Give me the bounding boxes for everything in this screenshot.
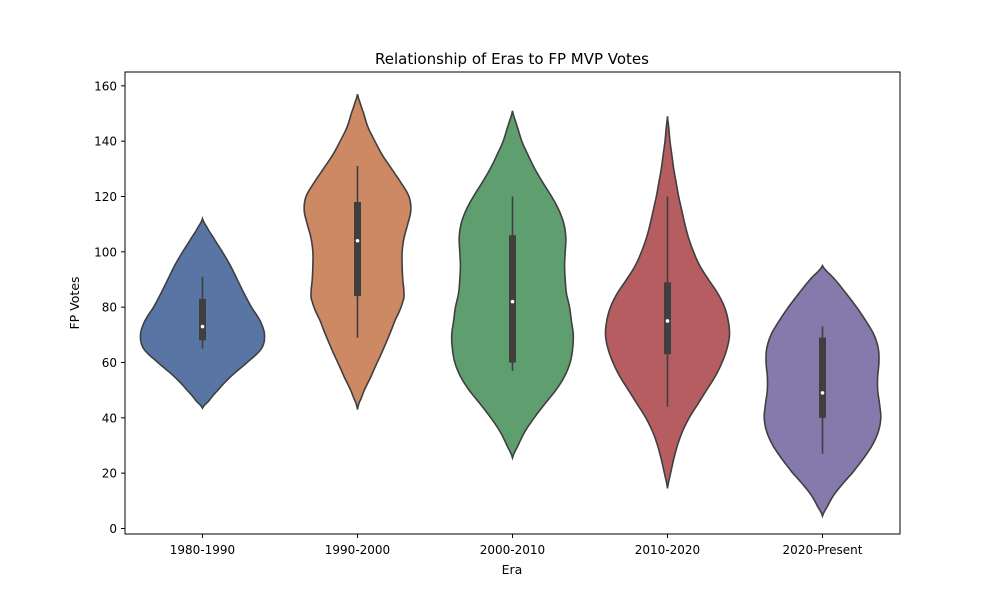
violin-2020-Present xyxy=(763,264,882,519)
axis-ticks: 0 20 40 60 80 100 120 140 160 1980-1990 1990-2000 2… xyxy=(94,79,863,557)
y-tick-label: 40 xyxy=(102,411,117,425)
median-marker xyxy=(665,319,670,323)
violins-layer xyxy=(139,93,882,519)
median-marker xyxy=(355,238,360,243)
violin-2000-2010 xyxy=(450,110,575,461)
x-tick-label: 1990-2000 xyxy=(325,543,390,557)
median-marker xyxy=(510,299,515,304)
median-marker xyxy=(820,391,825,395)
y-tick-label: 100 xyxy=(94,245,117,259)
chart-title: Relationship of Eras to FP MVP Votes xyxy=(375,50,649,68)
violin-1990-2000 xyxy=(303,93,412,410)
x-tick-label: 1980-1990 xyxy=(170,543,235,557)
violin-1980-1990 xyxy=(139,216,266,410)
plot-area-frame xyxy=(124,71,901,535)
x-tick-label: 2020-Present xyxy=(783,543,863,557)
y-tick-label: 0 xyxy=(109,522,117,536)
interquartile-box xyxy=(199,298,206,341)
x-tick-label: 2000-2010 xyxy=(480,543,545,557)
interquartile-box xyxy=(819,337,826,418)
median-marker xyxy=(200,324,205,329)
y-tick-label: 80 xyxy=(102,301,117,315)
x-axis-label: Era xyxy=(502,562,523,577)
y-tick-label: 20 xyxy=(102,467,117,481)
y-tick-label: 120 xyxy=(94,190,117,204)
y-axis-label: FP Votes xyxy=(67,276,82,329)
interquartile-box xyxy=(664,282,671,355)
interquartile-box xyxy=(354,202,361,297)
y-tick-label: 140 xyxy=(94,135,117,149)
y-tick-label: 60 xyxy=(102,356,117,370)
interquartile-box xyxy=(509,235,516,363)
x-tick-label: 2010-2020 xyxy=(635,543,700,557)
y-tick-label: 160 xyxy=(94,79,117,93)
violin-2010-2020 xyxy=(604,116,731,489)
